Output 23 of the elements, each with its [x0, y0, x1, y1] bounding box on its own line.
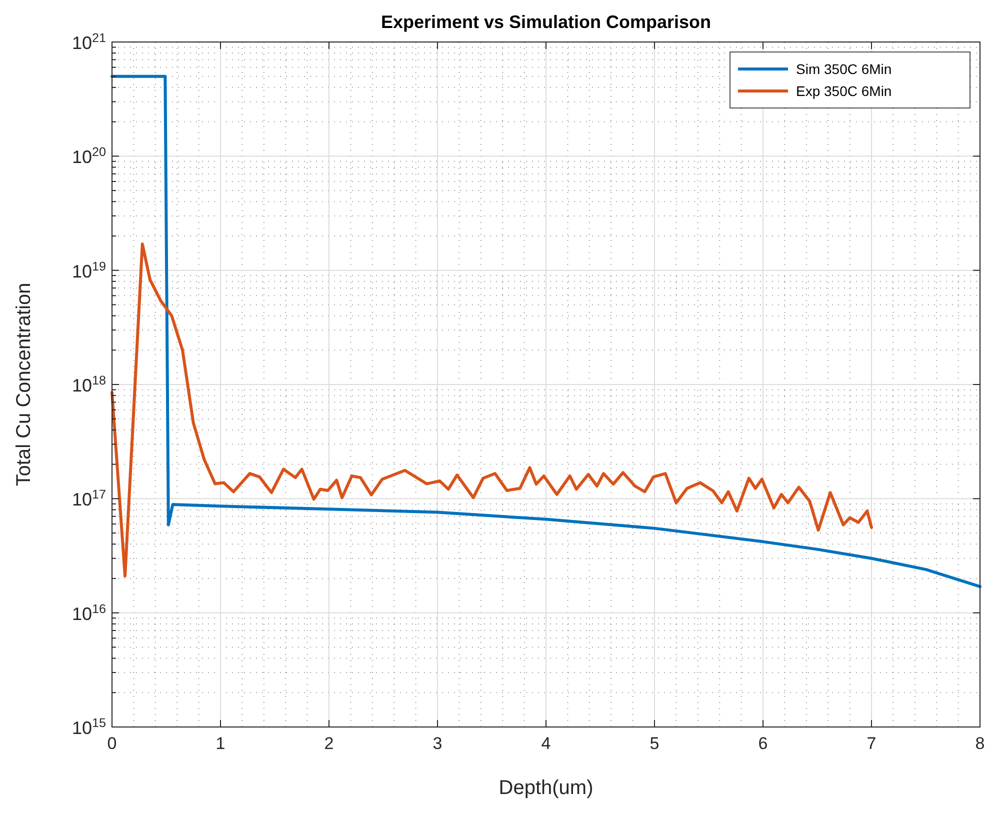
line-series [110, 242, 873, 578]
x-tick-label: 7 [866, 734, 876, 753]
y-tick-label: 10$^{17}$ [72, 488, 106, 510]
y-tick-label: 10$^{19}$ [72, 259, 106, 282]
legend-label: Exp 350C 6Min [796, 83, 892, 99]
line-series [110, 74, 982, 588]
y-tick-label: 10$^{15}$ [72, 716, 106, 738]
y-tick-label: 10$^{21}$ [72, 31, 106, 53]
x-tick-label: 8 [975, 734, 985, 753]
y-tick-label: 10$^{20}$ [72, 145, 106, 168]
x-tick-label: 1 [216, 734, 226, 753]
x-tick-label: 5 [650, 734, 660, 753]
x-tick-label: 2 [324, 734, 334, 753]
chart-title: Experiment vs Simulation Comparison [380, 12, 712, 32]
x-tick-label: 4 [541, 734, 551, 753]
x-axis-title: Depth(um) [498, 777, 594, 799]
legend-label: Sim 350C 6Min [796, 61, 892, 77]
y-axis-title: Total Cu Concentration [13, 282, 35, 486]
y-tick-label: 10$^{18}$ [72, 374, 106, 396]
y-tick-label: 10$^{16}$ [72, 602, 106, 624]
x-tick-label: 6 [758, 734, 768, 753]
x-tick-label: 0 [107, 734, 117, 753]
x-tick-label: 3 [432, 734, 442, 753]
